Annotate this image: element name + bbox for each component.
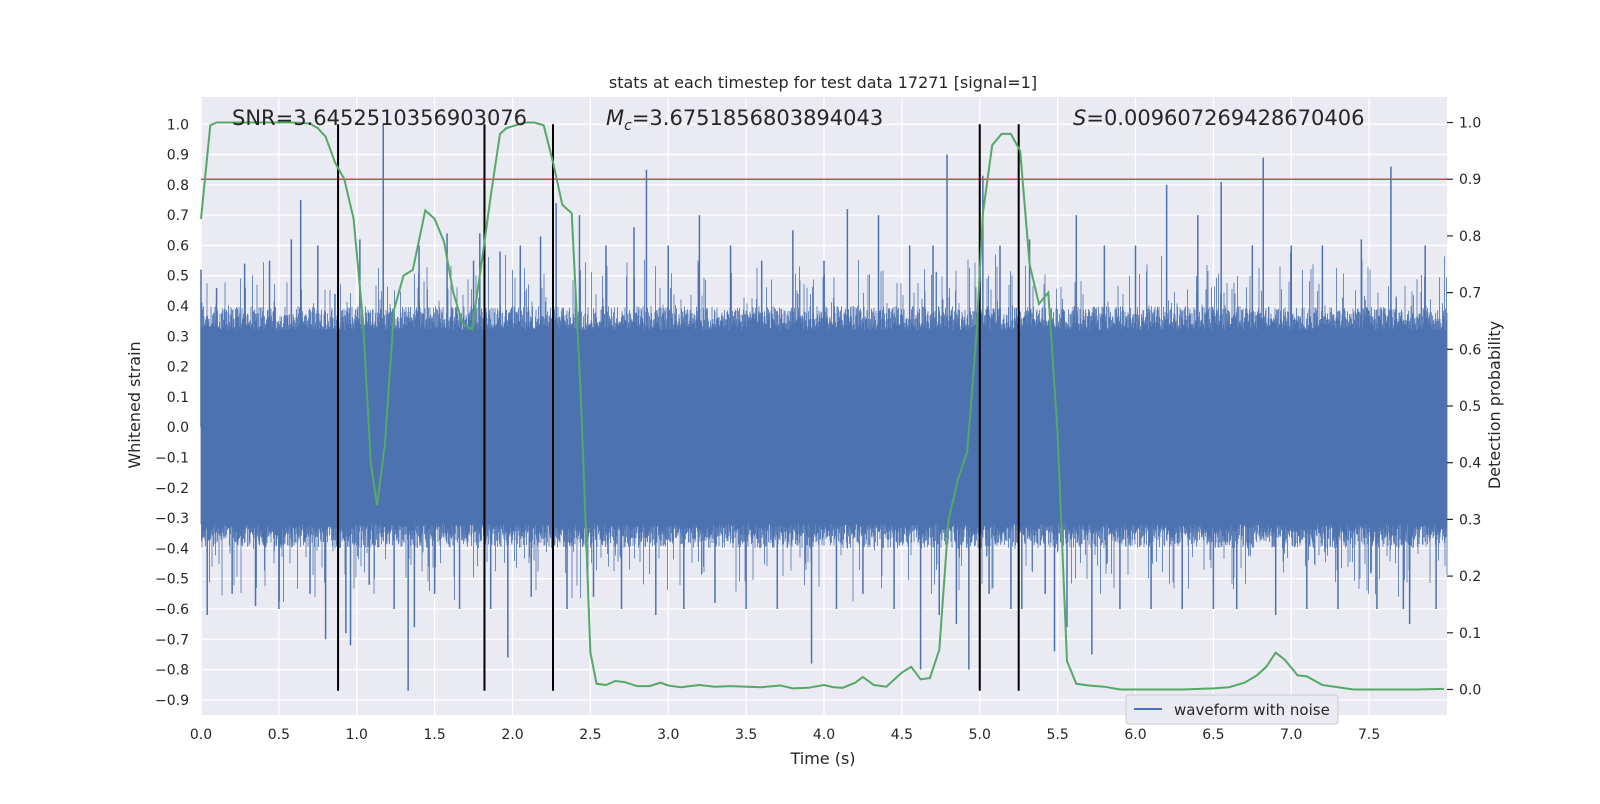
y2-tick-label: 0.7 bbox=[1459, 286, 1481, 302]
x-axis-ticks: 0.0 0.5 1.0 1.5 2.0 2.5 3.0 3.5 4.0 4.5 5.0 5.5 6.0 6… bbox=[190, 727, 1380, 743]
y-tick-label: 0.4 bbox=[167, 299, 189, 315]
snr-annotation: SNR=3.6452510356903076 bbox=[232, 106, 527, 130]
y-tick-label: −0.8 bbox=[155, 663, 189, 679]
y-tick-label: −0.2 bbox=[155, 481, 189, 497]
y-tick-label: −0.5 bbox=[155, 572, 189, 588]
y-tick-label: 0.1 bbox=[167, 390, 189, 406]
y-tick-label: 0.3 bbox=[167, 329, 189, 345]
y2-tick-label: 0.8 bbox=[1459, 229, 1481, 245]
s-annotation: S=0.009607269428670406 bbox=[1073, 106, 1364, 130]
x-axis-label: Time (s) bbox=[789, 749, 855, 768]
y2-tick-label: 1.0 bbox=[1459, 116, 1481, 132]
probability-line bbox=[200, 121, 1444, 691]
x-tick-label: 5.0 bbox=[969, 727, 991, 743]
legend-frame bbox=[1125, 694, 1339, 725]
y2-tick-label: 0.4 bbox=[1459, 456, 1481, 472]
x-tick-label: 1.5 bbox=[423, 727, 445, 743]
y-axis-label: Whitened strain bbox=[125, 341, 144, 468]
y2-tick-label: 0.3 bbox=[1459, 512, 1481, 528]
waveform-series bbox=[200, 124, 1448, 691]
x-tick-label: 4.0 bbox=[813, 727, 835, 743]
y-tick-label: 0.8 bbox=[167, 178, 189, 194]
y-tick-label: −0.9 bbox=[155, 693, 189, 709]
x-tick-label: 0.0 bbox=[190, 727, 212, 743]
chirp-mass-annotation: Mc=3.6751856803894043 bbox=[606, 106, 883, 134]
y-tick-label: −0.3 bbox=[155, 511, 189, 527]
chart-title: stats at each timestep for test data 172… bbox=[609, 73, 1037, 92]
y2-axis-label: Detection probability bbox=[1485, 321, 1504, 489]
y-tick-label: 0.5 bbox=[167, 269, 189, 285]
y-tick-label: −0.6 bbox=[155, 602, 189, 618]
x-tick-label: 3.0 bbox=[657, 727, 679, 743]
x-tick-label: 6.5 bbox=[1202, 727, 1224, 743]
y-tick-label: 1.0 bbox=[167, 117, 189, 133]
x-tick-label: 7.5 bbox=[1358, 727, 1380, 743]
y2-tick-label: 0.6 bbox=[1459, 342, 1481, 358]
x-tick-label: 0.5 bbox=[268, 727, 290, 743]
y-tick-label: 0.7 bbox=[167, 208, 189, 224]
x-tick-label: 5.5 bbox=[1046, 727, 1068, 743]
x-tick-label: 1.0 bbox=[346, 727, 368, 743]
x-tick-label: 3.5 bbox=[735, 727, 757, 743]
y2-tick-label: 0.9 bbox=[1459, 172, 1481, 188]
y2-axis-ticks: 0.0 0.1 0.2 0.3 0.4 0.5 0.6 0.7 0.8 0.9 1.0 bbox=[1447, 116, 1481, 698]
y-tick-label: −0.7 bbox=[155, 632, 189, 648]
y-tick-label: 0.6 bbox=[167, 238, 189, 254]
y-tick-label: 0.0 bbox=[167, 420, 189, 436]
y-tick-label: 0.9 bbox=[167, 148, 189, 164]
y-tick-label: −0.1 bbox=[155, 451, 189, 467]
vertical-markers bbox=[337, 124, 1020, 691]
y2-tick-label: 0.1 bbox=[1459, 626, 1481, 642]
legend-label-waveform: waveform with noise bbox=[1174, 701, 1330, 719]
y-axis-ticks: −0.9 −0.8 −0.7 −0.6 −0.5 −0.4 −0.3 −0.2 −0.1 0.0 0… bbox=[155, 117, 189, 709]
legend: waveform with noise bbox=[1125, 694, 1339, 725]
y2-tick-label: 0.0 bbox=[1459, 682, 1481, 698]
x-tick-label: 7.0 bbox=[1280, 727, 1302, 743]
y2-tick-label: 0.5 bbox=[1459, 399, 1481, 415]
y2-tick-label: 0.2 bbox=[1459, 569, 1481, 585]
x-tick-label: 2.0 bbox=[501, 727, 523, 743]
x-tick-label: 6.0 bbox=[1124, 727, 1146, 743]
y-tick-label: −0.4 bbox=[155, 541, 189, 557]
x-tick-label: 2.5 bbox=[579, 727, 601, 743]
x-tick-label: 4.5 bbox=[891, 727, 913, 743]
y-tick-label: 0.2 bbox=[167, 360, 189, 376]
